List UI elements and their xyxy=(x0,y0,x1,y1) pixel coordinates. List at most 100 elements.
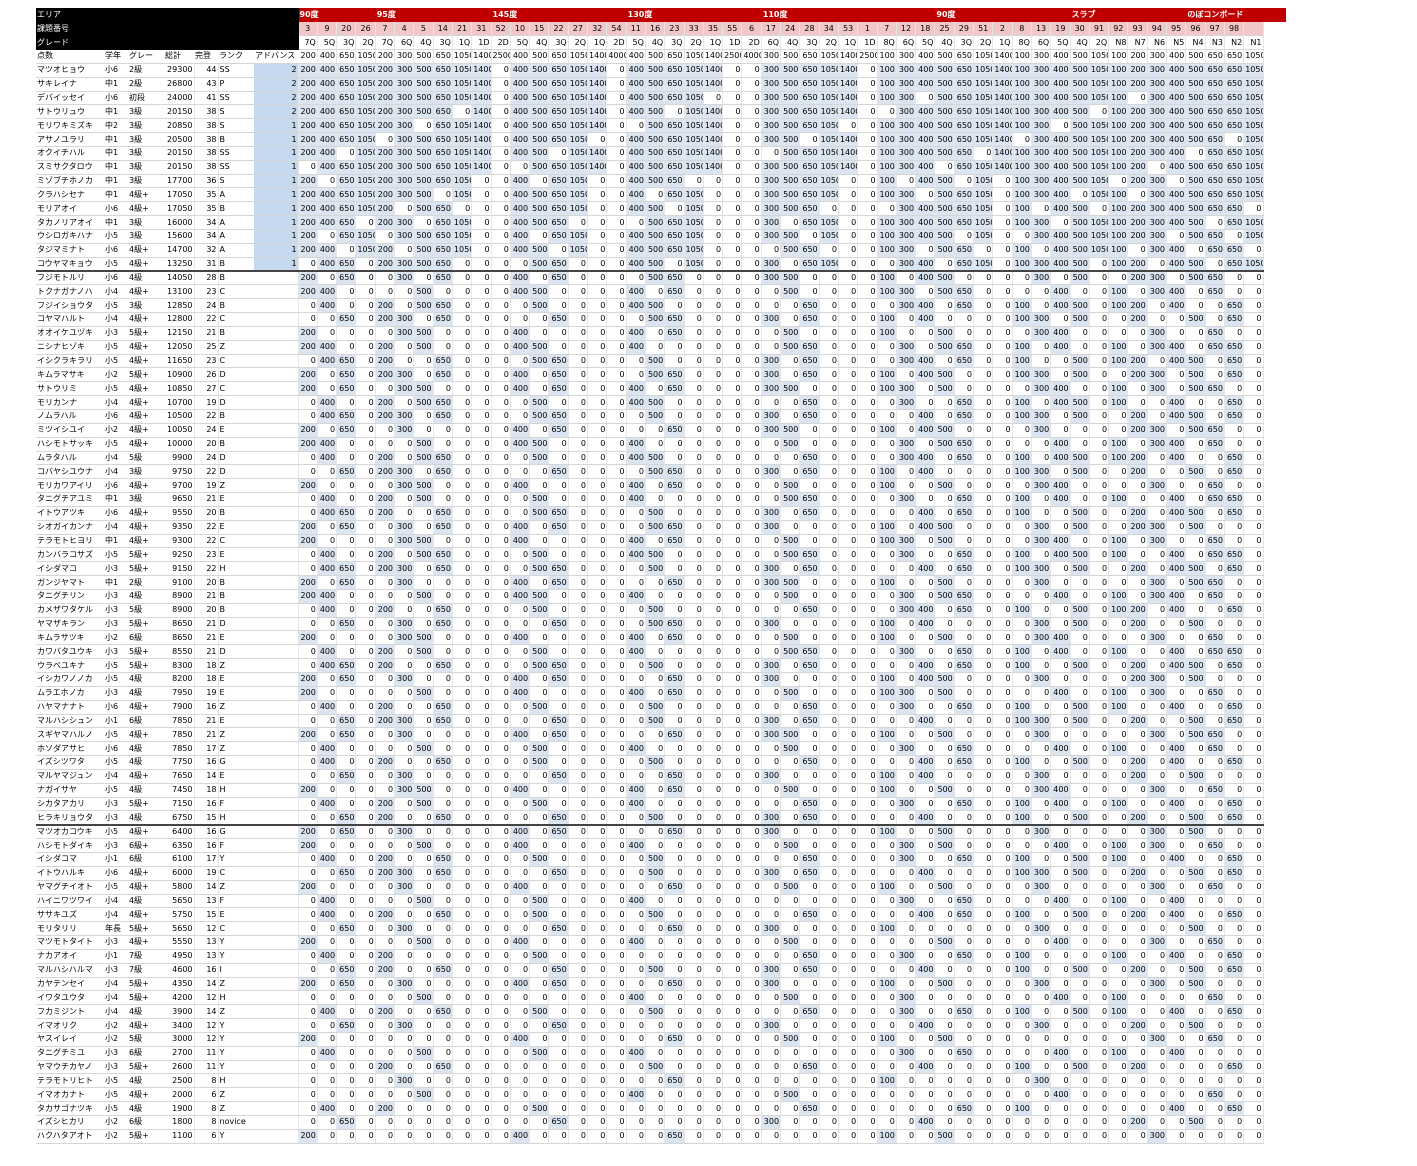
score-cell: 0 xyxy=(819,1046,839,1061)
score-cell: 0 xyxy=(1185,644,1206,660)
score-cell: 0 xyxy=(1089,1046,1110,1061)
score-cell: 0 xyxy=(857,727,878,743)
score-cell: 0 xyxy=(1243,1060,1264,1075)
problem-grade: 6Q xyxy=(896,35,917,51)
score-cell: 0 xyxy=(741,354,762,369)
score-cell: 650 xyxy=(664,880,685,895)
score-cell: 0 xyxy=(413,1018,434,1033)
student-complete: 16 xyxy=(194,824,219,840)
score-cell: 0 xyxy=(375,1087,396,1103)
score-cell: 100 xyxy=(1012,367,1032,383)
score-cell: 0 xyxy=(857,1060,878,1075)
score-cell: 0 xyxy=(606,644,627,660)
score-cell: 100 xyxy=(877,921,897,937)
score-cell: 0 xyxy=(298,603,318,618)
score-cell: 0 xyxy=(317,810,338,826)
score-cell: 0 xyxy=(1089,575,1110,590)
score-cell: 0 xyxy=(819,630,839,646)
score-cell: 500 xyxy=(645,132,666,147)
score-cell: 300 xyxy=(761,561,782,577)
problem-points: 400 xyxy=(1050,49,1071,64)
score-cell: 500 xyxy=(529,451,550,466)
score-cell: 0 xyxy=(1089,1073,1110,1089)
score-cell: 0 xyxy=(1166,617,1187,632)
score-cell: 0 xyxy=(780,1018,801,1033)
score-cell: 0 xyxy=(491,714,511,729)
student-year: 小6 xyxy=(104,866,128,881)
score-cell: 0 xyxy=(973,658,994,673)
score-cell: 500 xyxy=(1070,63,1090,78)
score-cell: 650 xyxy=(954,852,975,867)
score-cell: 0 xyxy=(491,312,511,327)
score-cell: 0 xyxy=(1012,575,1032,590)
score-cell: 300 xyxy=(394,520,415,535)
score-cell: 0 xyxy=(1243,921,1264,937)
score-cell: 0 xyxy=(394,658,415,673)
score-cell: 200 xyxy=(298,229,318,244)
score-cell: 0 xyxy=(1108,727,1129,743)
score-cell: 0 xyxy=(298,506,318,521)
score-cell: 0 xyxy=(645,894,666,909)
score-cell: 0 xyxy=(915,1032,936,1047)
score-cell: 1050 xyxy=(355,104,376,120)
score-cell: 650 xyxy=(548,354,569,369)
score-cell: 1050 xyxy=(973,174,994,189)
score-cell: 0 xyxy=(510,658,531,673)
score-cell: 0 xyxy=(355,395,376,410)
score-cell: 0 xyxy=(1012,617,1032,632)
score-cell: 1050 xyxy=(819,104,839,120)
score-cell: 300 xyxy=(896,354,917,369)
score-cell: 0 xyxy=(1089,727,1110,743)
score-cell: 1050 xyxy=(684,146,704,161)
student-advance: 1 xyxy=(254,243,299,258)
score-cell: 0 xyxy=(896,1018,917,1033)
score-cell: 0 xyxy=(703,824,724,840)
score-cell: 300 xyxy=(1031,866,1052,881)
score-cell: 0 xyxy=(1243,672,1264,687)
score-cell: 0 xyxy=(394,838,415,853)
score-cell: 0 xyxy=(355,589,376,604)
score-cell: 0 xyxy=(819,1101,839,1116)
student-name: ハクハタアオト xyxy=(36,1129,104,1144)
student-complete: 23 xyxy=(194,547,219,563)
score-cell: 0 xyxy=(433,741,453,757)
score-cell: 500 xyxy=(780,644,801,660)
score-cell: 0 xyxy=(1012,838,1032,853)
score-cell: 0 xyxy=(471,215,492,230)
score-cell: 0 xyxy=(819,201,839,217)
score-cell: 200 xyxy=(1127,1115,1148,1130)
problem-number: 17 xyxy=(761,21,782,37)
student-grade: 4級+ xyxy=(128,409,164,424)
student-total: 7850 xyxy=(164,714,195,729)
student-grade: 4級+ xyxy=(128,907,164,923)
score-cell: 200 xyxy=(1127,714,1148,729)
score-cell: 0 xyxy=(1050,977,1071,992)
score-cell: 0 xyxy=(336,298,357,314)
score-cell: 0 xyxy=(626,963,646,978)
score-cell: 0 xyxy=(471,492,492,507)
score-cell: 200 xyxy=(1127,118,1148,134)
score-cell: 0 xyxy=(954,977,975,992)
score-cell: 400 xyxy=(915,769,936,784)
score-cell: 200 xyxy=(298,63,318,78)
score-cell: 500 xyxy=(1070,755,1090,770)
score-cell: 0 xyxy=(684,894,704,909)
score-cell: 0 xyxy=(857,1129,878,1144)
score-cell: 200 xyxy=(1127,174,1148,189)
problem-grade: 1Q xyxy=(452,35,473,51)
score-cell: 0 xyxy=(1031,755,1052,770)
score-cell: 0 xyxy=(838,1115,859,1130)
score-cell: 0 xyxy=(606,1060,627,1075)
score-cell: 650 xyxy=(1224,201,1245,217)
score-cell: 0 xyxy=(355,769,376,784)
score-cell: 0 xyxy=(606,894,627,909)
score-cell: 0 xyxy=(510,603,531,618)
score-cell: 650 xyxy=(433,1060,453,1075)
score-cell: 0 xyxy=(954,1060,975,1075)
score-cell: 1050 xyxy=(684,91,704,106)
score-cell: 300 xyxy=(1031,977,1052,992)
student-name: モリカンナ xyxy=(36,395,104,410)
student-advance xyxy=(254,810,299,826)
score-cell: 300 xyxy=(896,243,917,258)
